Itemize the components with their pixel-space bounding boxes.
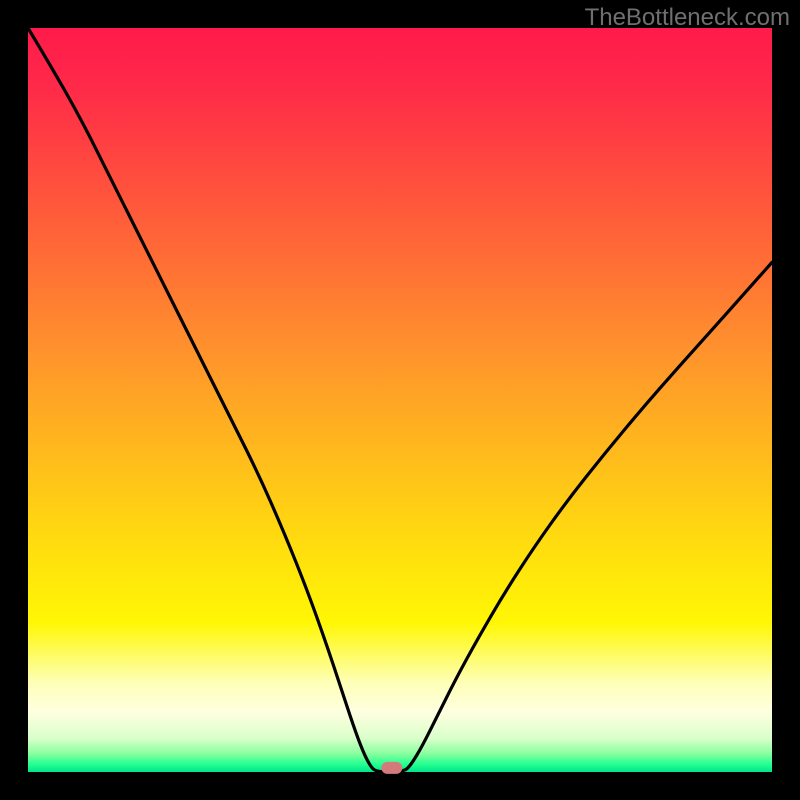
watermark-text: TheBottleneck.com <box>585 4 790 32</box>
bottleneck-chart <box>0 0 800 800</box>
plot-area <box>28 28 772 772</box>
optimum-marker <box>381 762 402 774</box>
chart-stage: TheBottleneck.com <box>0 0 800 800</box>
